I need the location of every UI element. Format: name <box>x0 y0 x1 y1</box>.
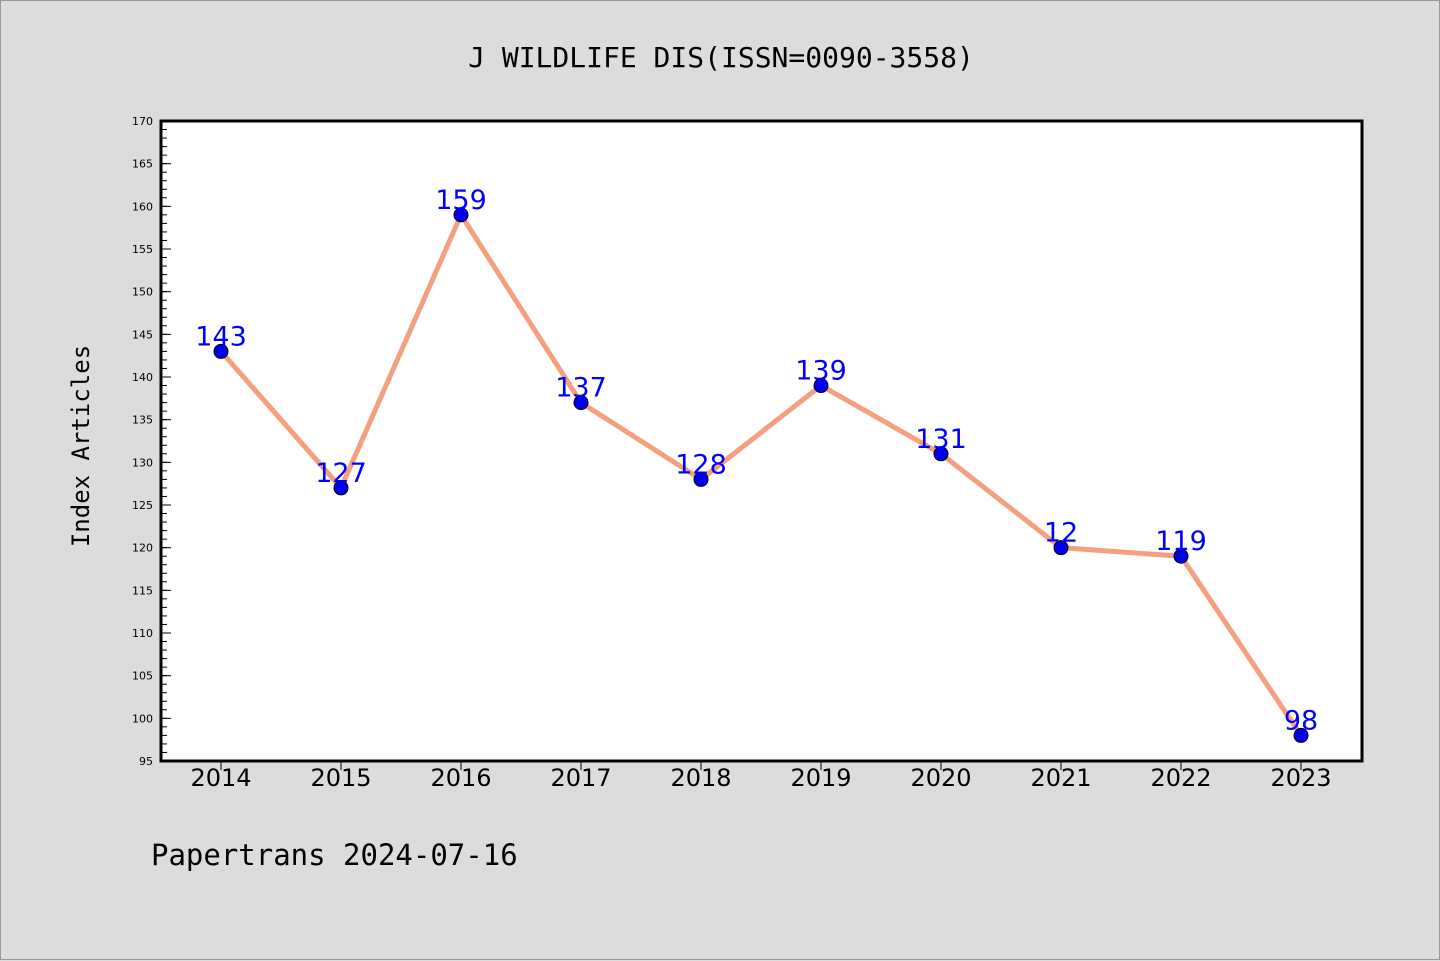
x-tick-label: 2020 <box>910 764 971 792</box>
y-tick-label: 170 <box>132 115 153 128</box>
y-tick-label: 125 <box>132 499 153 512</box>
data-label: 127 <box>315 458 367 489</box>
x-tick-label: 2018 <box>670 764 731 792</box>
x-tick-label: 2022 <box>1150 764 1211 792</box>
y-tick-label: 155 <box>132 243 153 256</box>
y-tick-label: 150 <box>132 286 153 299</box>
data-point <box>573 395 589 411</box>
x-tick-label: 2015 <box>310 764 371 792</box>
y-tick-label: 165 <box>132 158 153 171</box>
data-label: 139 <box>795 356 847 387</box>
data-label: 137 <box>555 373 607 404</box>
data-point <box>1293 727 1309 743</box>
data-point <box>213 343 229 359</box>
y-tick-label: 110 <box>132 627 153 640</box>
x-tick-labels: 2014 2015 2016 2017 2018 2019 2020 2021 2022 2023 <box>190 764 1331 792</box>
data-label: 12 <box>1044 518 1078 549</box>
y-tick-label: 160 <box>132 200 153 213</box>
x-tick-label: 2019 <box>790 764 851 792</box>
points-layer <box>213 207 1309 743</box>
y-major-ticks <box>161 120 171 762</box>
y-tick-label: 130 <box>132 456 153 469</box>
x-ticks <box>220 761 1302 770</box>
y-tick-label: 100 <box>132 712 153 725</box>
data-label: 159 <box>435 185 487 216</box>
series-layer <box>218 212 1304 738</box>
y-tick-label: 145 <box>132 328 153 341</box>
x-tick-label: 2016 <box>430 764 491 792</box>
footer-credit: Papertrans 2024-07-16 <box>151 838 518 872</box>
data-point <box>693 471 709 487</box>
y-tick-label: 95 <box>139 755 153 768</box>
chart-title: J WILDLIFE DIS(ISSN=0090-3558) <box>468 41 974 74</box>
y-tick-label: 140 <box>132 371 153 384</box>
data-point <box>813 378 829 394</box>
data-label: 98 <box>1284 705 1318 736</box>
data-point <box>333 480 349 496</box>
data-point <box>1053 540 1069 556</box>
plot-area <box>159 119 1364 763</box>
x-tick-label: 2014 <box>190 764 251 792</box>
y-tick-label: 120 <box>132 542 153 555</box>
data-label: 131 <box>915 424 967 455</box>
y-axis-label: Index Articles <box>67 345 95 547</box>
x-tick-label: 2021 <box>1030 764 1091 792</box>
data-labels-layer: 143 127 159 137 128 139 131 12 119 98 <box>195 185 1318 737</box>
data-point <box>453 207 469 223</box>
data-point <box>1173 548 1189 564</box>
y-tick-labels: 95 100 105 110 115 120 125 130 135 140 145 150 155 16… <box>132 115 153 768</box>
y-tick-label: 135 <box>132 414 153 427</box>
data-point <box>933 446 949 462</box>
x-tick-label: 2023 <box>1270 764 1331 792</box>
y-tick-label: 115 <box>132 584 153 597</box>
data-label: 143 <box>195 321 247 352</box>
data-label: 119 <box>1155 526 1207 557</box>
series-line <box>218 212 1304 738</box>
x-tick-label: 2017 <box>550 764 611 792</box>
data-label: 128 <box>675 449 727 480</box>
y-tick-label: 105 <box>132 670 153 683</box>
